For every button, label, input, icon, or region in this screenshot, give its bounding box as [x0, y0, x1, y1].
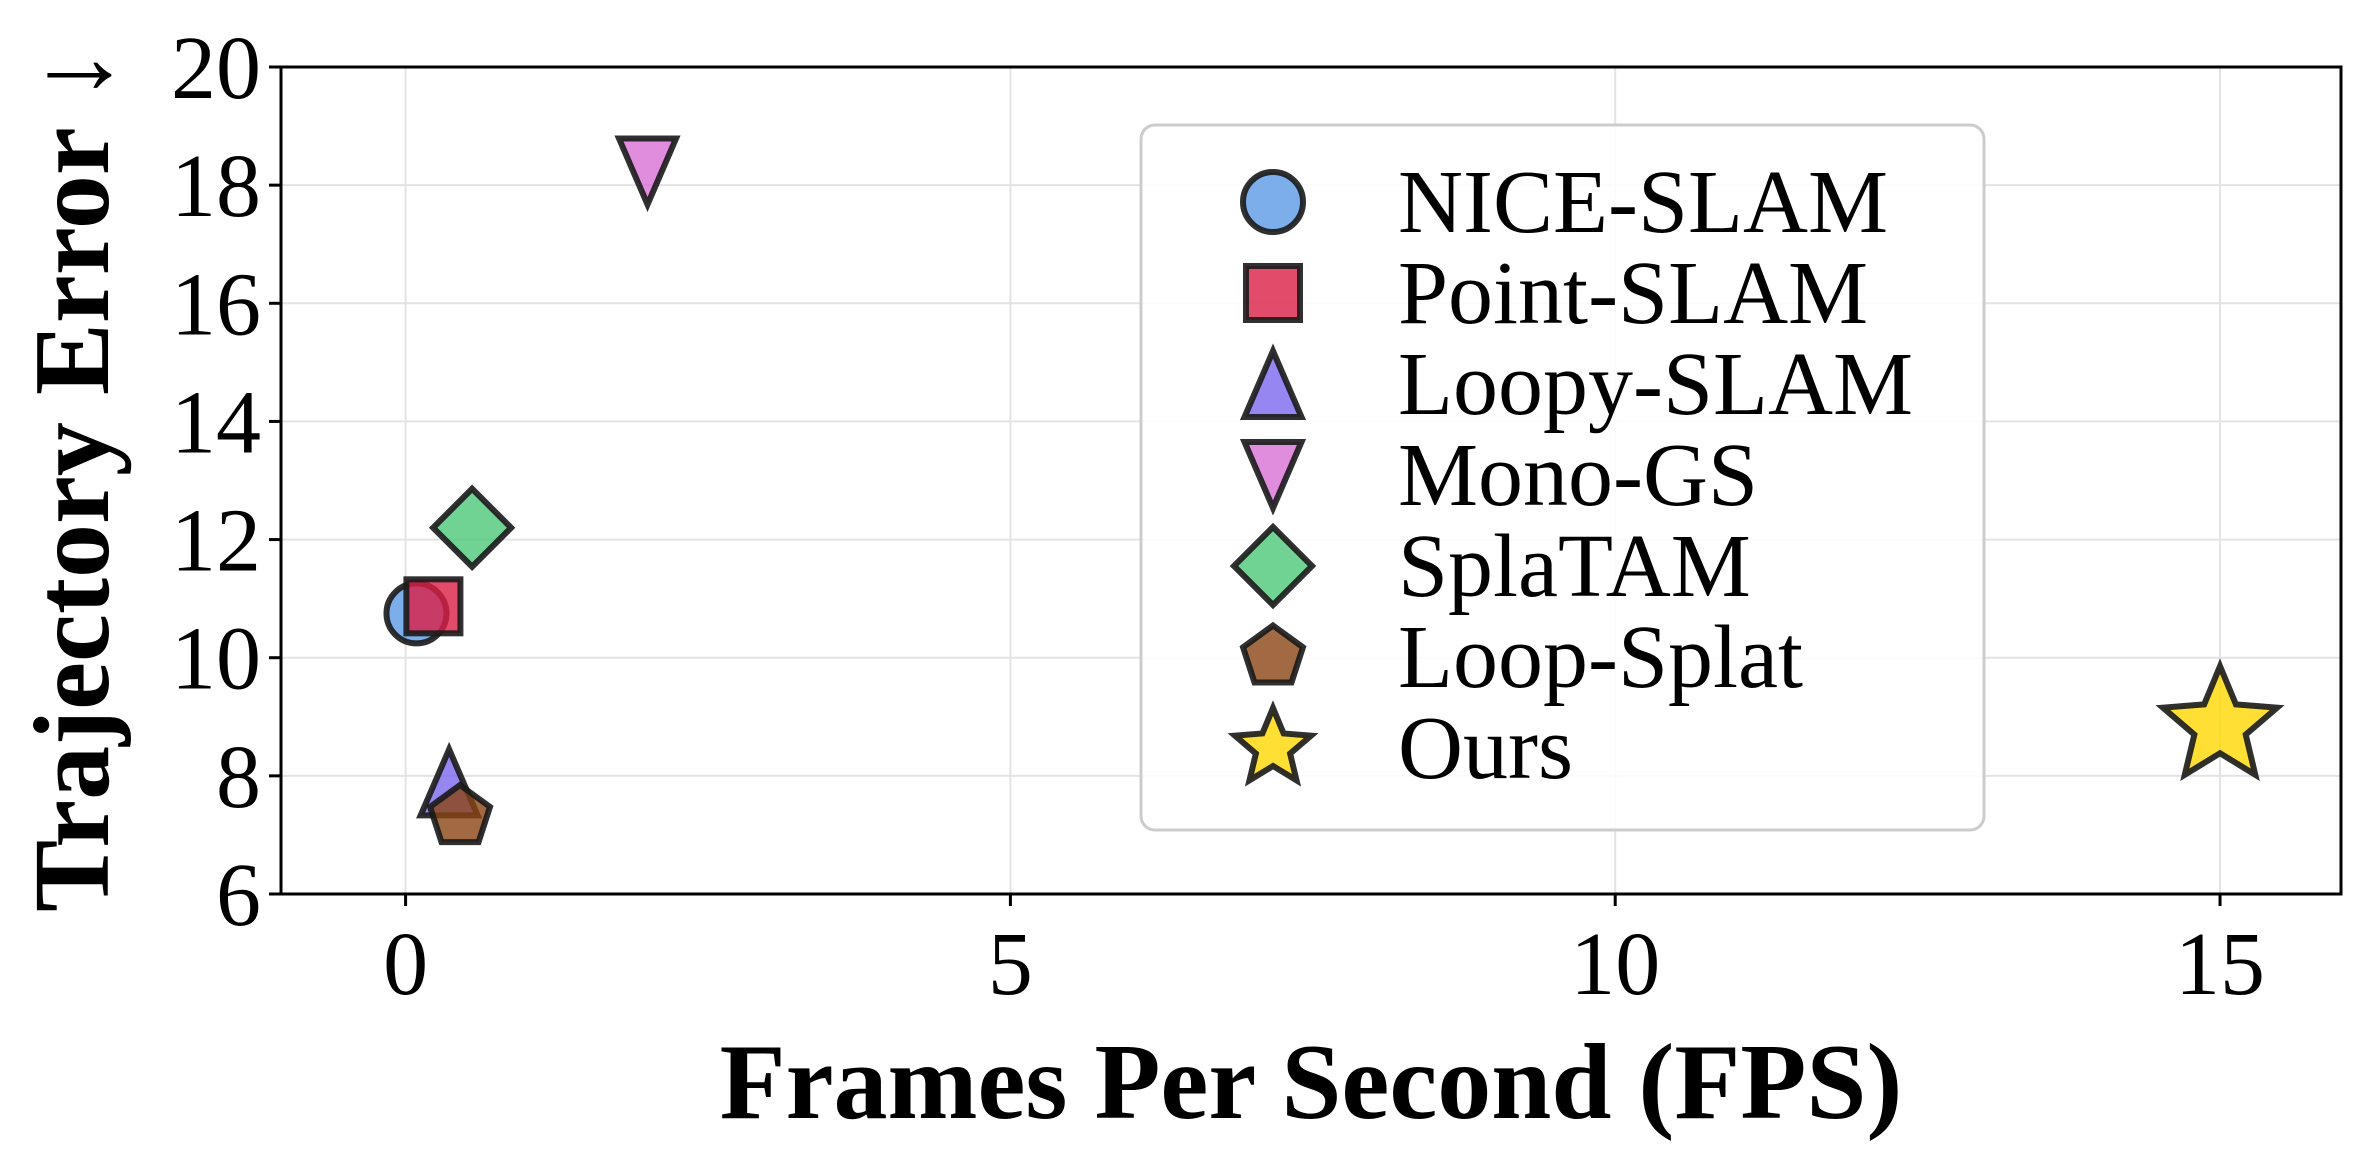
legend-marker-triangle-down [1239, 439, 1307, 516]
y-tick-label: 16 [171, 255, 261, 354]
legend-item: Loopy-SLAM [1239, 335, 1913, 434]
marker-ours [2155, 658, 2285, 782]
legend-item: Point-SLAM [1243, 244, 1868, 343]
legend-marker-pentagon [1239, 621, 1307, 686]
x-ticks: 0 5 10 15 [383, 894, 2265, 1014]
legend-label: Loopy-SLAM [1398, 335, 1913, 434]
legend-marker-circle [1240, 169, 1306, 235]
legend-label: Loop-Splat [1398, 608, 1803, 707]
y-tick-label: 14 [171, 373, 261, 472]
y-tick-label: 6 [216, 846, 261, 945]
legend-label: SplaTAM [1398, 517, 1751, 616]
legend: NICE-SLAMPoint-SLAMLoopy-SLAMMono-GSSpla… [1139, 123, 1986, 832]
legend-item: SplaTAM [1229, 517, 1751, 616]
legend-label: Ours [1398, 699, 1573, 798]
y-ticks: 6 8 10 12 14 16 18 20 [171, 19, 281, 945]
plot-frame [279, 65, 2343, 896]
legend-marker-star [1227, 700, 1319, 787]
legend-item: Ours [1227, 699, 1573, 798]
legend-marker-diamond [1229, 522, 1317, 610]
marker-mono-gs [614, 135, 681, 213]
legend-label: Point-SLAM [1398, 244, 1868, 343]
y-tick-label: 20 [171, 19, 261, 118]
x-tick-label: 5 [988, 915, 1033, 1014]
marker-loop-splat [426, 781, 494, 846]
x-axis-label: Frames Per Second (FPS) [720, 1023, 1903, 1142]
y-tick-label: 8 [216, 728, 261, 827]
legend-label: NICE-SLAM [1398, 153, 1888, 252]
y-tick-label: 18 [171, 137, 261, 236]
x-tick-label: 0 [383, 915, 428, 1014]
legend-label: Mono-GS [1398, 426, 1758, 525]
marker-point-slam [403, 576, 464, 637]
y-tick-label: 12 [171, 492, 261, 591]
legend-item: Mono-GS [1239, 426, 1758, 525]
data-points [383, 135, 2285, 846]
legend-marker-triangle-up [1239, 343, 1307, 420]
legend-item: Loop-Splat [1239, 608, 1803, 707]
x-tick-label: 15 [2175, 915, 2265, 1014]
marker-splatam [428, 484, 516, 571]
legend-frame [1139, 123, 1986, 832]
x-tick-label: 10 [1570, 915, 1660, 1014]
y-tick-label: 10 [171, 610, 261, 709]
legend-item: NICE-SLAM [1240, 153, 1888, 252]
y-axis-label: Trajectory Error ↓ [13, 48, 132, 912]
legend-marker-square [1243, 263, 1303, 323]
